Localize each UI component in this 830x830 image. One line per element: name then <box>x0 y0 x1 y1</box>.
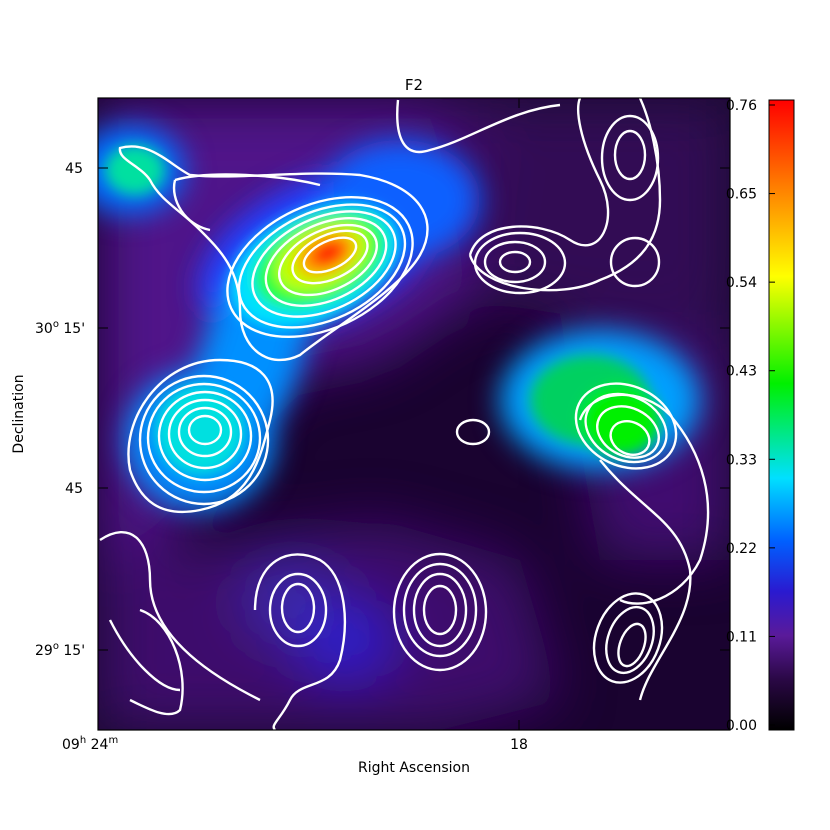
y-tick-label: 45 <box>65 481 83 497</box>
colorbar-tick-label: 0.11 <box>726 629 757 645</box>
colorbar-tick-label: 0.00 <box>726 718 757 734</box>
colorbar-labels: 0.76 0.65 0.54 0.43 0.33 0.22 0.11 0.00 <box>726 98 757 734</box>
colorbar-tick-label: 0.33 <box>726 452 757 468</box>
colorbar-ticks <box>769 104 775 726</box>
colorbar-tick-label: 0.76 <box>726 98 757 114</box>
plot-frame <box>97 97 731 731</box>
colorbar-tick-label: 0.65 <box>726 187 757 203</box>
y-tick-label: 45 <box>65 161 83 177</box>
y-axis-label: Declination <box>11 374 27 453</box>
y-tick-label: 30o 15' <box>35 319 85 337</box>
colorbar-tick-label: 0.43 <box>726 364 757 380</box>
x-axis-label: Right Ascension <box>358 760 470 776</box>
colorbar-tick-label: 0.54 <box>726 275 757 291</box>
contour-lines <box>99 98 710 730</box>
colorbar-tick-label: 0.22 <box>726 541 757 557</box>
x-tick-label: 09h 24m <box>62 735 118 753</box>
axis-ticks <box>97 98 730 730</box>
y-tick-label: 29o 15' <box>35 641 85 659</box>
colorbar <box>768 99 795 731</box>
chart-title: F2 <box>405 76 423 94</box>
x-tick-label: 18 <box>510 737 528 753</box>
